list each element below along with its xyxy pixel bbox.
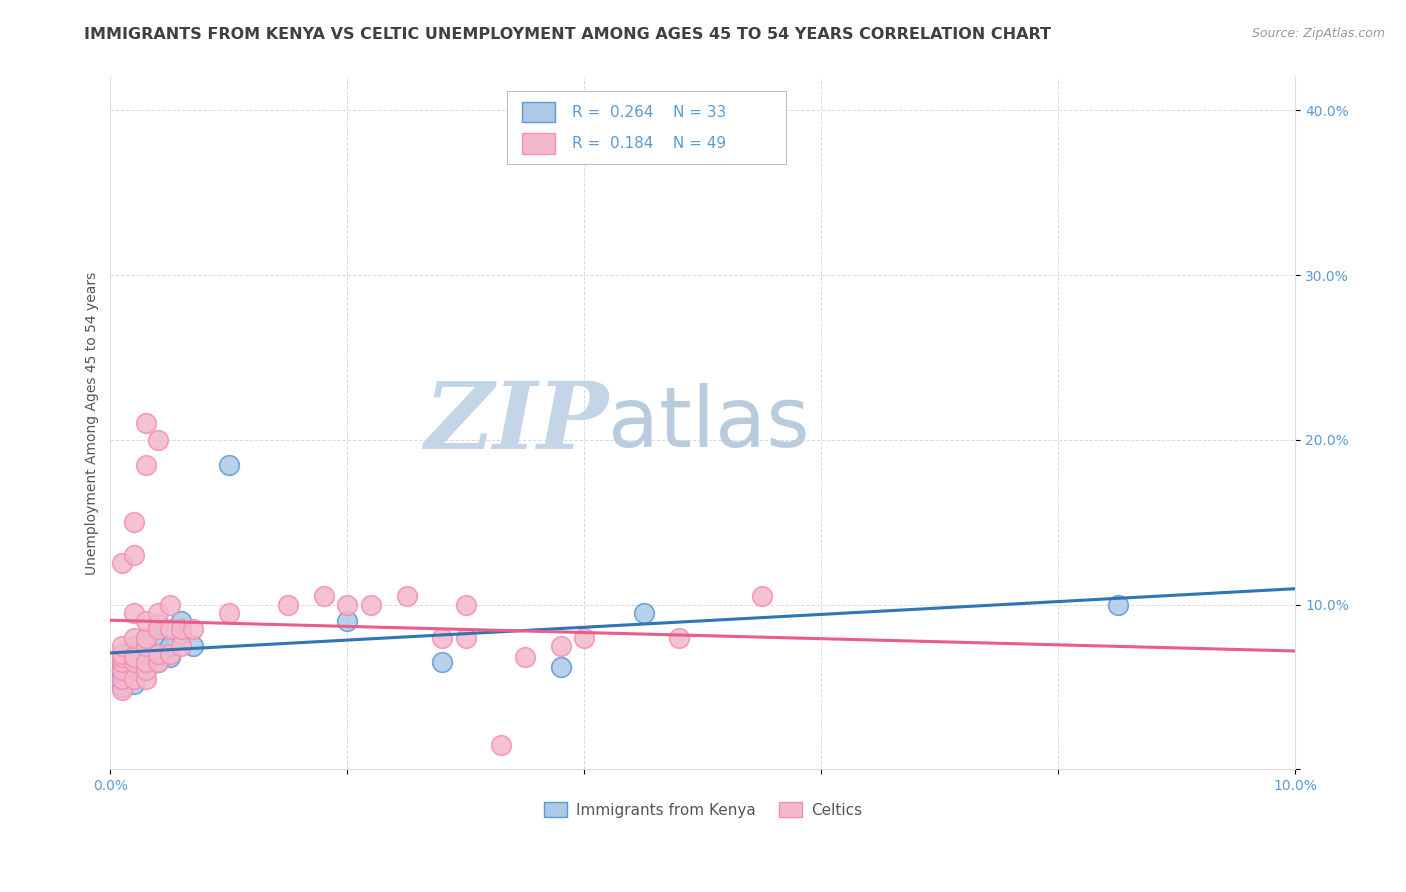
Point [513, 650, 536, 665]
Legend: Immigrants from Kenya, Celtics: Immigrants from Kenya, Celtics [537, 796, 868, 824]
Point [146, 655, 169, 669]
Point [146, 606, 169, 620]
Point [170, 639, 193, 653]
Point [111, 666, 134, 681]
Point [122, 606, 145, 620]
Point [122, 664, 145, 678]
FancyBboxPatch shape [508, 91, 786, 164]
Point [277, 598, 299, 612]
Point [159, 598, 181, 612]
Point [122, 650, 145, 665]
Point [111, 664, 134, 678]
Point [430, 631, 453, 645]
Point [360, 598, 382, 612]
Point [122, 655, 145, 669]
Point [395, 590, 418, 604]
Point [122, 676, 145, 690]
Text: R =  0.264    N = 33: R = 0.264 N = 33 [572, 104, 727, 120]
Point [183, 622, 205, 636]
Point [159, 647, 181, 661]
Point [135, 655, 157, 669]
Point [159, 650, 181, 665]
Point [170, 627, 193, 641]
Point [550, 639, 572, 653]
Text: ZIP: ZIP [423, 378, 607, 468]
Point [574, 631, 596, 645]
Point [111, 664, 134, 678]
Point [135, 639, 157, 653]
Point [111, 680, 134, 694]
Point [135, 631, 157, 645]
Point [122, 548, 145, 562]
Point [170, 614, 193, 628]
Point [668, 631, 690, 645]
Point [159, 639, 181, 653]
Point [111, 639, 134, 653]
Point [218, 458, 240, 472]
Point [111, 647, 134, 661]
Point [336, 598, 359, 612]
Point [135, 647, 157, 661]
Point [135, 614, 157, 628]
Text: IMMIGRANTS FROM KENYA VS CELTIC UNEMPLOYMENT AMONG AGES 45 TO 54 YEARS CORRELATI: IMMIGRANTS FROM KENYA VS CELTIC UNEMPLOY… [84, 27, 1052, 42]
Point [312, 590, 335, 604]
Point [111, 683, 134, 698]
FancyBboxPatch shape [522, 133, 555, 153]
Point [111, 660, 134, 674]
Point [122, 639, 145, 653]
Point [218, 606, 240, 620]
Point [146, 617, 169, 632]
Point [111, 672, 134, 686]
Text: atlas: atlas [607, 383, 810, 464]
FancyBboxPatch shape [522, 102, 555, 122]
Point [336, 614, 359, 628]
Point [183, 639, 205, 653]
Point [135, 631, 157, 645]
Text: Source: ZipAtlas.com: Source: ZipAtlas.com [1251, 27, 1385, 40]
Point [122, 631, 145, 645]
Point [146, 647, 169, 661]
Point [1107, 598, 1129, 612]
Point [111, 655, 134, 669]
Point [122, 647, 145, 661]
Point [122, 655, 145, 669]
Point [111, 557, 134, 571]
Point [135, 458, 157, 472]
Point [122, 672, 145, 686]
Point [135, 664, 157, 678]
Point [430, 655, 453, 669]
Point [111, 647, 134, 661]
Point [111, 650, 134, 665]
Point [146, 647, 169, 661]
Point [135, 672, 157, 686]
Point [135, 639, 157, 653]
Point [550, 660, 572, 674]
Point [170, 622, 193, 636]
Point [135, 655, 157, 669]
Y-axis label: Unemployment Among Ages 45 to 54 years: Unemployment Among Ages 45 to 54 years [86, 272, 100, 575]
Point [454, 631, 477, 645]
Point [135, 664, 157, 678]
Point [146, 433, 169, 447]
Point [122, 515, 145, 529]
Point [111, 655, 134, 669]
Text: R =  0.184    N = 49: R = 0.184 N = 49 [572, 136, 727, 151]
Point [491, 738, 513, 752]
Point [633, 606, 655, 620]
Point [146, 655, 169, 669]
Point [751, 590, 773, 604]
Point [159, 622, 181, 636]
Point [146, 622, 169, 636]
Point [146, 631, 169, 645]
Point [454, 598, 477, 612]
Point [111, 672, 134, 686]
Point [135, 417, 157, 431]
Point [111, 650, 134, 665]
